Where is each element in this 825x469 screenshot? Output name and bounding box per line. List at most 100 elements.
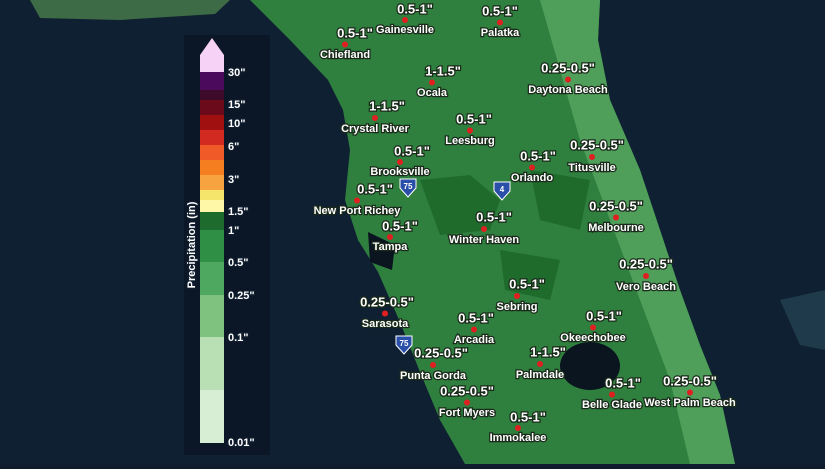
- city-name: Chiefland: [320, 49, 370, 61]
- city-name: Sebring: [497, 301, 538, 313]
- shield-number: 75: [400, 339, 409, 348]
- city-name: Gainesville: [376, 24, 434, 36]
- rain-amount: 0.5-1": [605, 375, 641, 390]
- city-name: Orlando: [511, 172, 553, 184]
- city-dot: [467, 127, 473, 134]
- cities: 0.5-1"Gainesville0.5-1"Palatka0.5-1"Chie…: [312, 0, 737, 445]
- city-name: Immokalee: [490, 432, 547, 444]
- city-name: West Palm Beach: [644, 397, 736, 409]
- city-dot: [613, 214, 619, 221]
- rain-amount: 1-1.5": [369, 98, 405, 113]
- city-name: Arcadia: [454, 334, 495, 346]
- rain-amount: 0.5-1": [456, 111, 492, 126]
- east-coast-lighter: [540, 0, 735, 464]
- legend-swatch: [200, 390, 224, 443]
- legend-swatch: [200, 200, 224, 212]
- city-name: Palmdale: [516, 369, 564, 381]
- city-dot: [609, 391, 615, 398]
- rain-amount: 0.25-0.5": [663, 373, 717, 388]
- legend-label: 0.5": [228, 257, 249, 269]
- rain-amount: 0.25-0.5": [541, 60, 595, 75]
- city-dot: [429, 79, 435, 86]
- legend-swatch: [200, 262, 224, 295]
- interstate-shield: [493, 181, 511, 201]
- rain-amount: 0.5-1": [397, 1, 433, 16]
- city-dot: [382, 310, 388, 317]
- city-dot: [514, 293, 520, 299]
- rain-amount: 0.5-1": [482, 3, 518, 18]
- city-name: Melbourne: [588, 222, 644, 234]
- legend-label: 0.1": [228, 332, 249, 344]
- city-name: Titusville: [568, 162, 615, 174]
- city-dot: [529, 164, 535, 171]
- city-dot: [643, 273, 649, 279]
- legend-swatch: [200, 212, 224, 230]
- rain-amount: 0.25-0.5": [414, 345, 468, 360]
- city-dot: [402, 17, 408, 23]
- legend-title: Precipitation (in): [186, 201, 198, 288]
- legend-swatch: [200, 115, 224, 130]
- legend-swatch: [200, 295, 224, 337]
- city-name: Crystal River: [341, 123, 410, 135]
- rain-amount: 0.5-1": [394, 143, 430, 158]
- city-name: Winter Haven: [449, 234, 519, 246]
- city-dot: [354, 197, 360, 204]
- legend-swatch: [200, 230, 224, 262]
- city-dot: [430, 362, 436, 368]
- rain-amount: 0.5-1": [337, 25, 373, 40]
- city-dot: [464, 399, 470, 406]
- city-name: Daytona Beach: [528, 84, 608, 96]
- rain-amount: 0.5-1": [520, 148, 556, 163]
- legend-label: 1.5": [228, 206, 249, 218]
- city-dot: [589, 154, 595, 160]
- rain-amount: 0.25-0.5": [570, 137, 624, 152]
- interstate-shield: [399, 178, 417, 198]
- city-name: Belle Glade: [582, 399, 642, 411]
- legend: 30" 15" 10" 6" 3" 1.5" 1" 0.5" 0.25" 0.1" 0.01": [200, 38, 256, 450]
- city-name: Vero Beach: [616, 281, 676, 293]
- rain-amount: 0.5-1": [509, 276, 545, 291]
- city-dot: [481, 226, 487, 232]
- rain-amount: 0.5-1": [458, 310, 494, 325]
- city-dot: [471, 326, 477, 333]
- city-dot: [537, 361, 543, 367]
- city-dot: [590, 324, 596, 331]
- city-dot: [397, 159, 403, 165]
- heavier-areas: [420, 170, 590, 300]
- city-name: Palatka: [481, 27, 520, 39]
- city-name: Sarasota: [362, 318, 409, 330]
- interstate-shield: [395, 335, 413, 355]
- legend-label: 30": [228, 67, 245, 79]
- legend-swatch: [200, 190, 224, 200]
- city-dot: [342, 41, 348, 48]
- legend-label: 15": [228, 99, 245, 111]
- city-name: Ocala: [417, 87, 448, 99]
- rain-amount: 0.5-1": [510, 409, 546, 424]
- legend-swatch: [200, 130, 224, 145]
- city-name: Tampa: [373, 241, 409, 253]
- city-dot: [565, 76, 571, 83]
- city-name: Leesburg: [445, 135, 495, 147]
- land-north: [30, 0, 230, 20]
- shields: 75 4 75: [395, 178, 511, 355]
- bahamas: [780, 290, 825, 350]
- rain-amount: 0.25-0.5": [589, 198, 643, 213]
- rain-amount: 1-1.5": [425, 63, 461, 78]
- city-dot: [387, 234, 393, 240]
- rain-amount: 0.25-0.5": [619, 256, 673, 271]
- legend-swatch: [200, 337, 224, 390]
- city-name: Fort Myers: [439, 407, 495, 419]
- legend-swatch: [200, 145, 224, 160]
- legend-swatch: [200, 90, 224, 100]
- rain-amount: 0.5-1": [382, 218, 418, 233]
- rain-amount: 0.25-0.5": [440, 383, 494, 398]
- city-dot: [497, 19, 503, 26]
- rain-amount: 0.5-1": [476, 209, 512, 224]
- legend-arrow: [200, 38, 224, 55]
- shield-number: 75: [404, 182, 413, 191]
- city-dot: [687, 389, 693, 396]
- legend-label: 3": [228, 174, 239, 186]
- city-dot: [372, 115, 378, 121]
